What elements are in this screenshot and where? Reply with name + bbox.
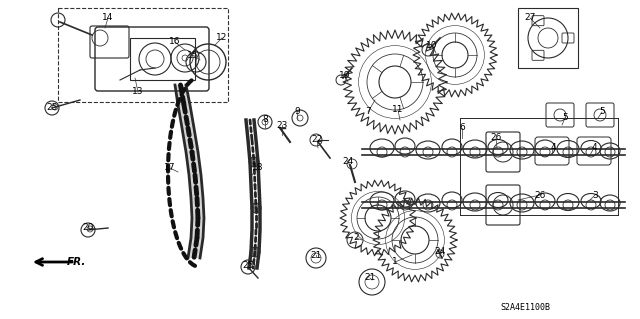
Text: 24: 24 xyxy=(435,248,445,256)
Text: 8: 8 xyxy=(262,115,268,124)
Text: 5: 5 xyxy=(599,108,605,116)
Text: 24: 24 xyxy=(342,158,354,167)
Text: S2A4E1100B: S2A4E1100B xyxy=(500,303,550,313)
Polygon shape xyxy=(182,128,198,152)
Polygon shape xyxy=(175,85,190,105)
Text: 10: 10 xyxy=(426,41,438,49)
Text: 20: 20 xyxy=(83,224,93,233)
Polygon shape xyxy=(186,152,201,175)
Text: 12: 12 xyxy=(216,33,228,42)
Text: 21: 21 xyxy=(310,250,322,259)
Bar xyxy=(58,8,228,102)
Text: 25: 25 xyxy=(46,103,58,113)
Text: 5: 5 xyxy=(562,114,568,122)
Text: 11: 11 xyxy=(392,106,404,115)
Circle shape xyxy=(250,247,260,257)
Text: 26: 26 xyxy=(534,190,546,199)
Text: 4: 4 xyxy=(591,144,597,152)
Text: 18: 18 xyxy=(252,164,264,173)
Text: 22: 22 xyxy=(312,136,323,145)
Text: 15: 15 xyxy=(188,50,199,60)
Polygon shape xyxy=(189,175,203,198)
Polygon shape xyxy=(191,198,204,218)
Bar xyxy=(518,8,578,68)
Polygon shape xyxy=(191,218,204,238)
Text: 2: 2 xyxy=(353,234,359,242)
Text: 14: 14 xyxy=(102,13,114,23)
Text: 27: 27 xyxy=(524,13,536,23)
Text: 17: 17 xyxy=(164,164,176,173)
Text: 19: 19 xyxy=(339,70,351,79)
Circle shape xyxy=(249,157,259,167)
Text: 9: 9 xyxy=(294,108,300,116)
Text: FR.: FR. xyxy=(67,257,86,267)
Text: 21: 21 xyxy=(364,273,376,283)
Text: 4: 4 xyxy=(550,144,556,152)
Bar xyxy=(130,38,195,80)
Text: 23: 23 xyxy=(276,121,288,130)
Text: 13: 13 xyxy=(132,87,144,97)
Text: 25: 25 xyxy=(243,261,253,270)
Polygon shape xyxy=(188,238,203,258)
Text: 7: 7 xyxy=(365,108,371,116)
Polygon shape xyxy=(178,105,194,128)
Text: 1: 1 xyxy=(392,257,398,266)
Text: 26: 26 xyxy=(490,133,502,143)
Text: 16: 16 xyxy=(169,38,180,47)
Text: 3: 3 xyxy=(592,190,598,199)
Text: 6: 6 xyxy=(459,123,465,132)
Circle shape xyxy=(251,203,261,213)
